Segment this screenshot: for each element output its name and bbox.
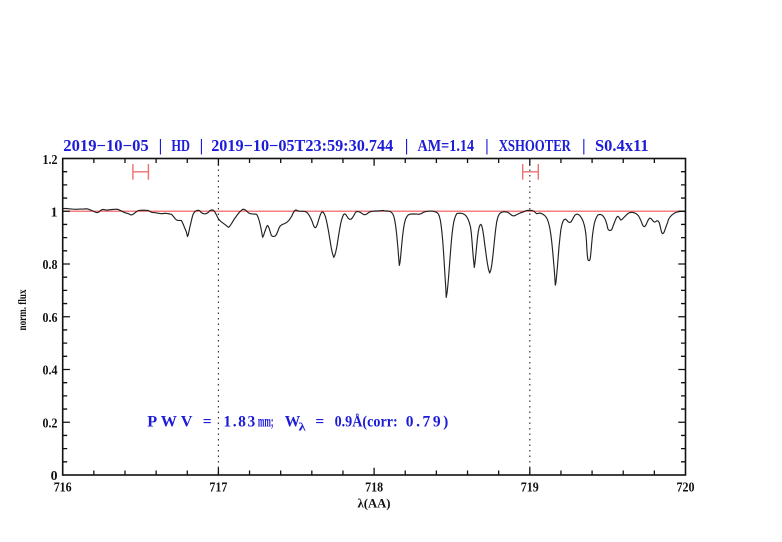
svg-text:0.6: 0.6 <box>43 310 58 325</box>
svg-text:=: = <box>203 414 212 431</box>
svg-text:1.83: 1.83 <box>223 414 255 431</box>
svg-text:2019−10−05: 2019−10−05 <box>63 136 148 155</box>
svg-text:1: 1 <box>51 205 58 220</box>
svg-text:S0.4x11: S0.4x11 <box>595 136 649 155</box>
svg-text:1.2: 1.2 <box>43 152 58 167</box>
svg-text:mm;: mm; <box>258 414 274 431</box>
svg-text:|: | <box>582 136 586 155</box>
svg-text:0: 0 <box>51 468 58 483</box>
svg-text:0.8: 0.8 <box>43 257 58 272</box>
svg-text:0.79): 0.79) <box>406 414 449 431</box>
svg-text:2019−10−05T23:59:30.744: 2019−10−05T23:59:30.744 <box>211 136 393 155</box>
svg-text:|: | <box>405 136 409 155</box>
svg-text:λ(AA): λ(AA) <box>358 497 391 511</box>
svg-text:λ: λ <box>299 421 307 433</box>
svg-text:|: | <box>159 136 163 155</box>
svg-text:AM=1.14: AM=1.14 <box>418 136 475 155</box>
svg-text:HD: HD <box>171 136 190 155</box>
svg-text:|: | <box>200 136 204 155</box>
svg-text:0.4: 0.4 <box>43 363 58 378</box>
svg-text:W: W <box>285 414 301 431</box>
svg-text:718: 718 <box>365 480 383 495</box>
svg-text:717: 717 <box>209 480 227 495</box>
svg-text:XSHOOTER: XSHOOTER <box>499 136 572 155</box>
svg-text:PWV: PWV <box>147 413 192 431</box>
svg-text:0.2: 0.2 <box>43 415 58 430</box>
svg-text:716: 716 <box>54 480 72 495</box>
svg-text:0.9Å(corr:: 0.9Å(corr: <box>335 414 398 431</box>
svg-text:=: = <box>315 414 324 431</box>
svg-text:719: 719 <box>521 480 539 495</box>
svg-text:720: 720 <box>677 480 695 495</box>
svg-text:|: | <box>485 136 489 155</box>
svg-text:norm. flux: norm. flux <box>15 290 29 331</box>
